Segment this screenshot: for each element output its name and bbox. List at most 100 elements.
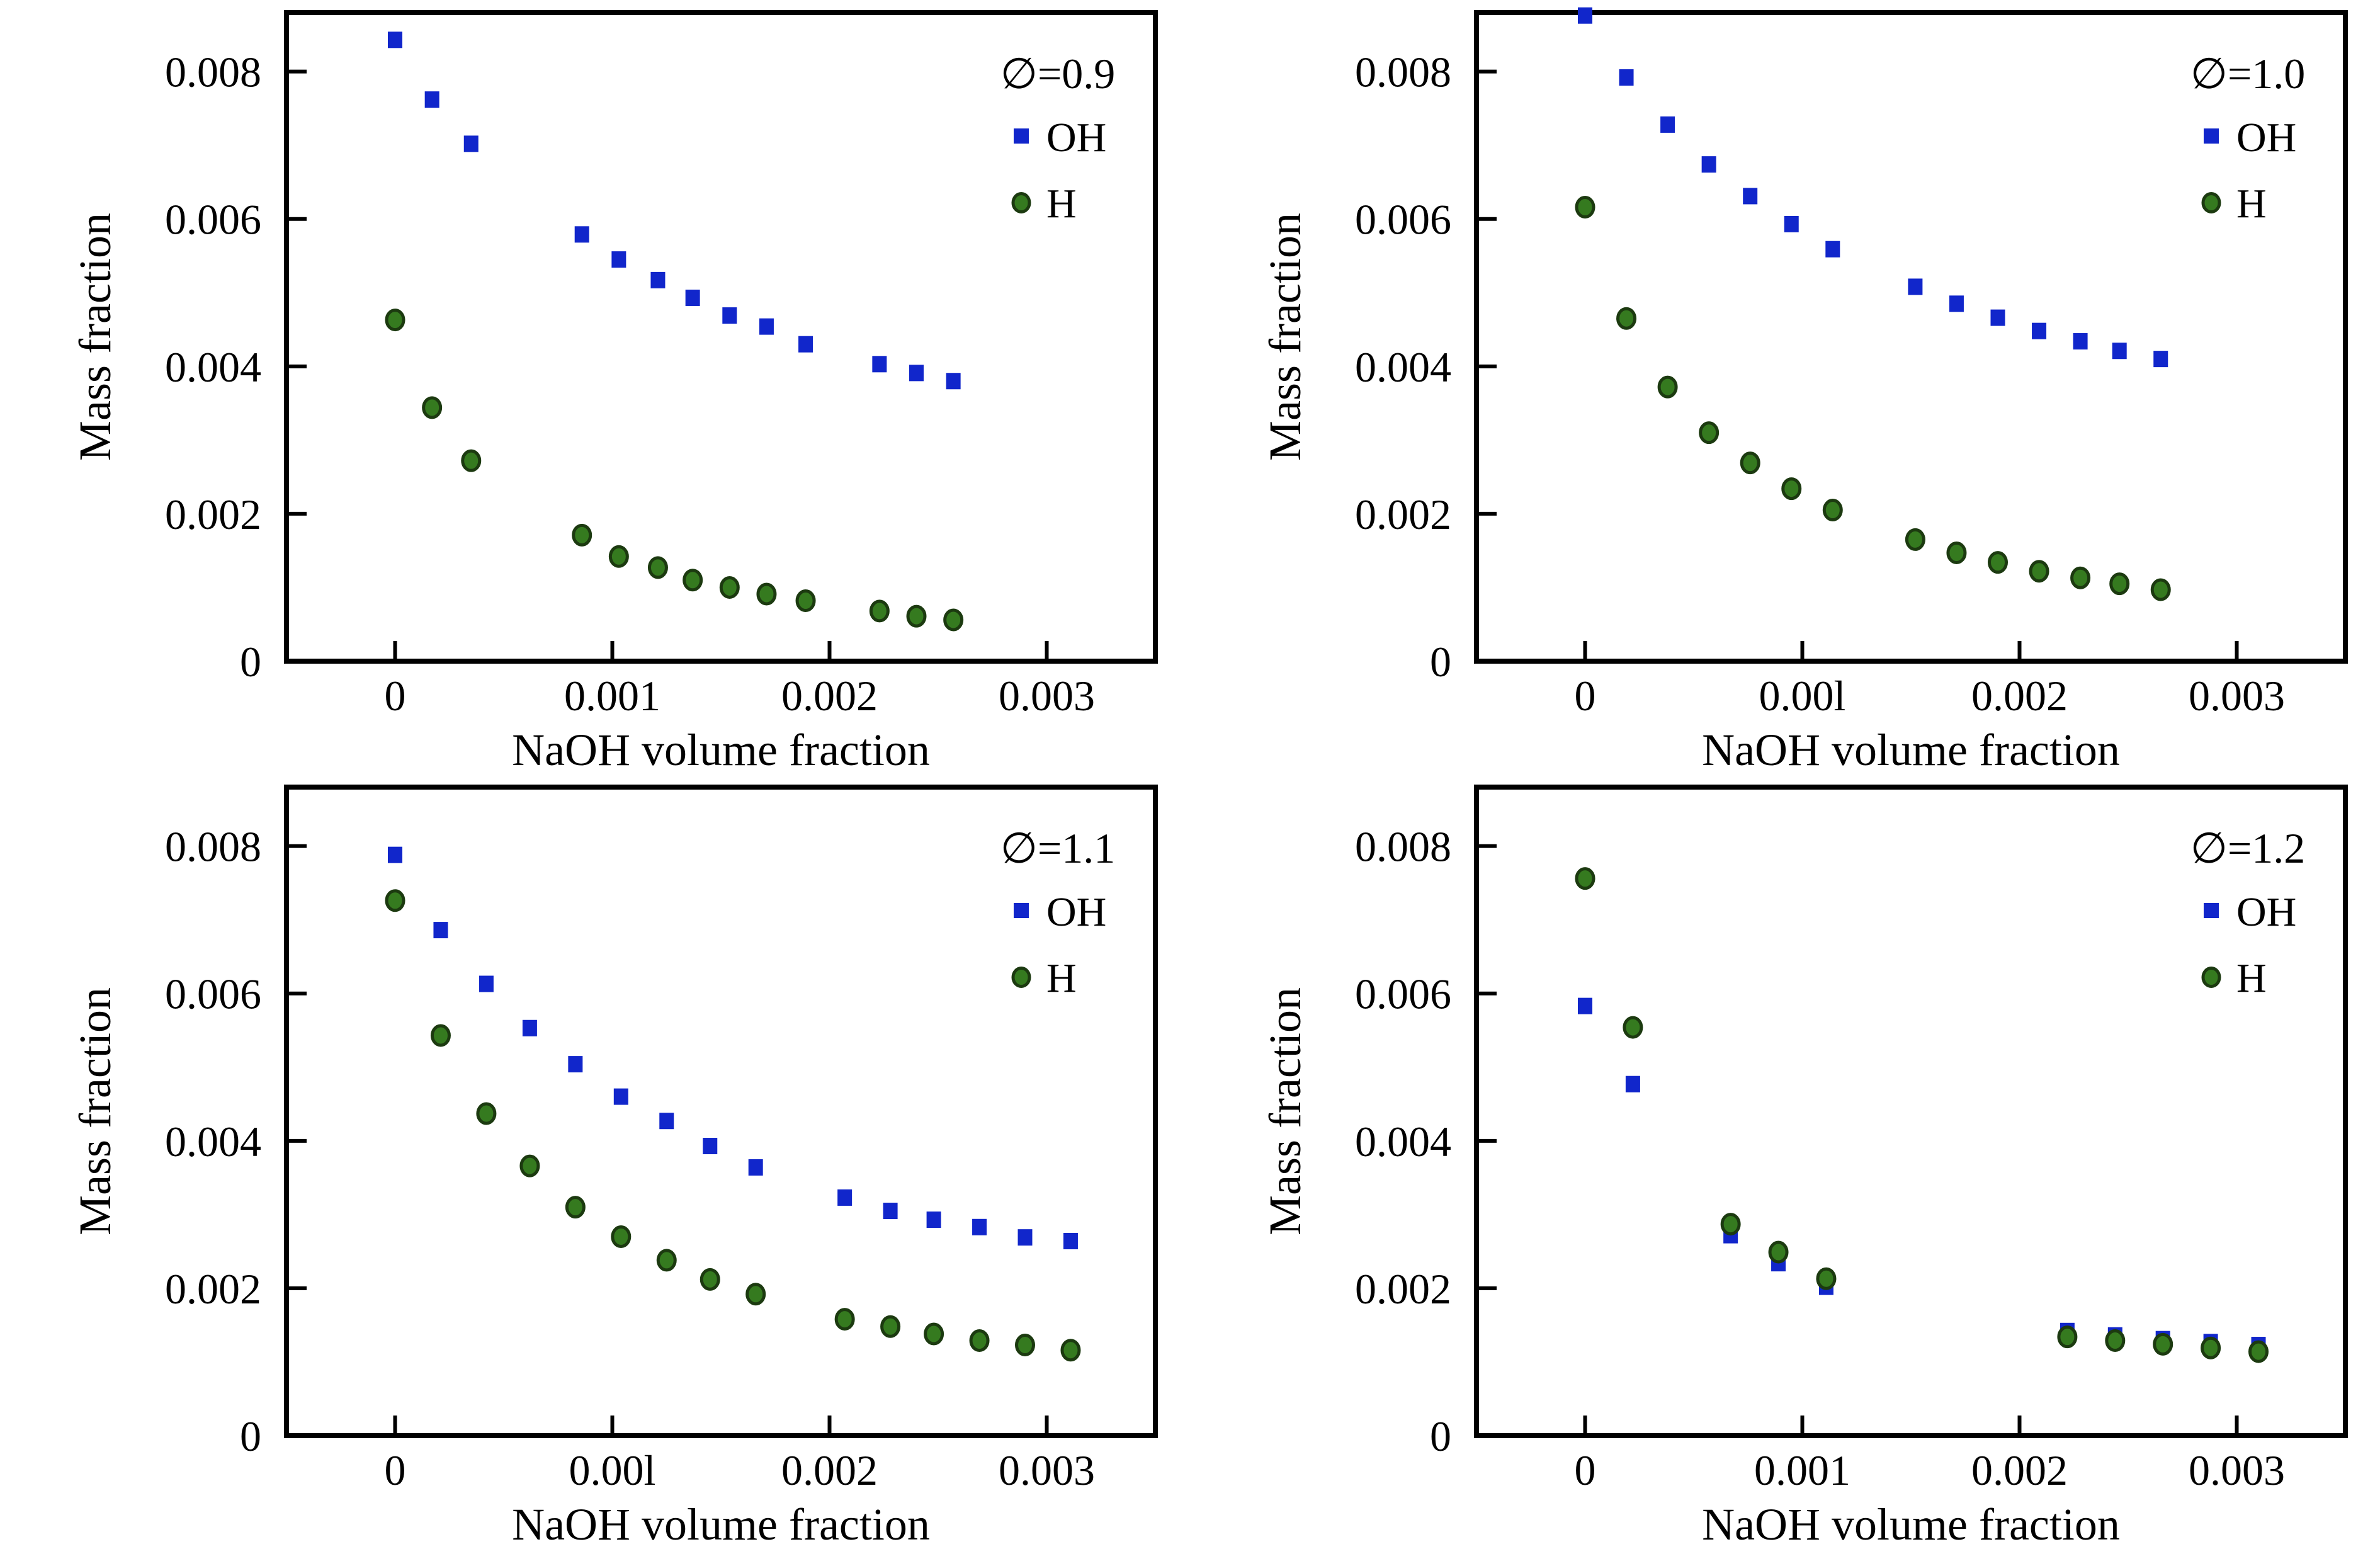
legend-label-h: H (1046, 955, 1077, 1001)
data-point-oh (1619, 69, 1634, 86)
data-point-oh (1784, 215, 1799, 232)
y-axis-tick-label: 0.006 (165, 196, 261, 244)
x-axis-tick-label: 0 (1575, 1446, 1596, 1494)
data-point-h (476, 1102, 497, 1125)
data-point-h (1946, 541, 1967, 564)
data-point-h (2153, 1332, 2173, 1356)
x-axis-tick-label: 0 (385, 672, 406, 720)
data-point-h (2201, 1336, 2221, 1359)
data-point-h (745, 1283, 766, 1306)
data-point-oh (574, 226, 589, 243)
legend-label-h: H (2236, 181, 2267, 227)
legend-oh-square-icon (1014, 128, 1029, 144)
data-point-oh (522, 1019, 537, 1036)
data-point-oh (1578, 997, 1592, 1014)
legend-oh-square-icon (2204, 128, 2219, 144)
data-point-oh (1949, 295, 1964, 312)
data-point-h (519, 1154, 540, 1177)
data-point-h (1575, 867, 1595, 890)
data-point-h (656, 1249, 677, 1272)
data-point-oh (909, 365, 924, 382)
data-point-h (2029, 560, 2049, 583)
y-axis-tick-label: 0 (1430, 1412, 1451, 1460)
legend-label-h: H (1046, 181, 1077, 227)
data-point-oh (1625, 1075, 1640, 1092)
data-point-oh (703, 1138, 718, 1155)
data-point-h (430, 1024, 451, 1047)
data-point-oh (1825, 241, 1840, 258)
legend-title: ∅=0.9 (1000, 50, 1116, 98)
x-axis-tick-label: 0 (1575, 672, 1596, 720)
x-axis-tick-label: 0.003 (2189, 1446, 2285, 1494)
legend-oh-square-icon (2204, 903, 2219, 918)
data-point-oh (872, 356, 887, 373)
y-axis-title: Mass fraction (1260, 987, 1310, 1235)
data-point-oh (433, 922, 448, 939)
data-point-oh (926, 1211, 941, 1228)
data-point-h (719, 576, 740, 599)
x-axis-tick-label: 0.00l (569, 1446, 656, 1494)
data-point-h (1781, 477, 1802, 501)
y-axis-tick-label: 0.004 (165, 343, 261, 391)
data-point-h (700, 1268, 720, 1291)
y-axis-title: Mass fraction (70, 213, 120, 461)
data-point-oh (1017, 1229, 1033, 1246)
data-point-oh (946, 373, 961, 390)
data-point-h (683, 569, 703, 592)
plot-frame (1474, 10, 2348, 664)
data-point-oh (1743, 188, 1758, 205)
data-point-h (2248, 1340, 2269, 1363)
data-point-oh (611, 251, 626, 268)
data-point-oh (883, 1203, 898, 1220)
legend-h-circle-icon (1011, 192, 1031, 213)
data-point-h (422, 396, 443, 419)
legend-title: ∅=1.1 (1000, 824, 1116, 872)
data-point-oh (1660, 116, 1675, 133)
data-point-oh (2032, 322, 2047, 339)
data-point-h (1988, 551, 2008, 574)
chart-canvas-phi-0-9: 0 0.001 0.002 0.003 0 0.002 0.004 0.006 0.008 NaO… (70, 10, 1158, 774)
data-point-oh (972, 1218, 987, 1235)
y-axis-tick-label: 0.006 (165, 970, 261, 1018)
data-point-oh (1701, 156, 1716, 173)
x-axis-tick-label: 0.003 (2189, 672, 2285, 720)
data-point-h (611, 1225, 632, 1248)
x-axis-title: NaOH volume fraction (512, 725, 930, 774)
data-point-oh (388, 31, 402, 48)
data-point-oh (650, 271, 666, 288)
data-point-h (1657, 375, 1678, 399)
y-axis-tick-label: 0.004 (165, 1118, 261, 1166)
x-axis-tick-label: 0.002 (1971, 672, 2068, 720)
y-axis-tick-label: 0 (240, 1412, 261, 1460)
y-axis-tick-label: 0 (1430, 638, 1451, 686)
data-point-h (461, 449, 482, 472)
data-point-oh (798, 336, 813, 353)
x-axis-tick-label: 0.002 (781, 672, 878, 720)
data-point-h (969, 1329, 990, 1353)
y-axis-tick-label: 0.008 (1355, 48, 1451, 96)
data-point-oh (388, 846, 402, 863)
chart-canvas-phi-1-2: 0 0.001 0.002 0.003 0 0.002 0.004 0.006 0.008 NaO… (1260, 785, 2348, 1549)
data-point-oh (568, 1056, 583, 1073)
data-point-oh (837, 1189, 853, 1206)
data-point-h (2057, 1325, 2078, 1349)
data-point-oh (479, 975, 494, 992)
data-point-h (1768, 1240, 1789, 1264)
data-point-oh (2153, 351, 2168, 368)
data-point-h (647, 556, 668, 579)
plot-frame (284, 785, 1158, 1438)
subplot-phi-1-0: 0 0.00l 0.002 0.003 0 0.002 0.004 0.006 0.008 NaO… (1190, 0, 2380, 774)
data-point-h (572, 523, 592, 547)
y-axis-tick-label: 0.002 (1355, 1265, 1451, 1313)
x-axis-tick-label: 0.00l (1759, 672, 1846, 720)
plot-frame (1474, 785, 2348, 1438)
x-axis-tick-label: 0.003 (999, 672, 1095, 720)
data-point-h (2105, 1329, 2126, 1353)
data-point-h (2109, 572, 2130, 596)
data-point-oh (1990, 309, 2005, 326)
data-point-oh (463, 135, 479, 152)
x-axis-title: NaOH volume fraction (1702, 1499, 2120, 1549)
subplot-phi-0-9: 0 0.001 0.002 0.003 0 0.002 0.004 0.006 0.008 NaO… (0, 0, 1190, 774)
data-point-h (924, 1322, 944, 1346)
y-axis-tick-label: 0.008 (165, 48, 261, 96)
